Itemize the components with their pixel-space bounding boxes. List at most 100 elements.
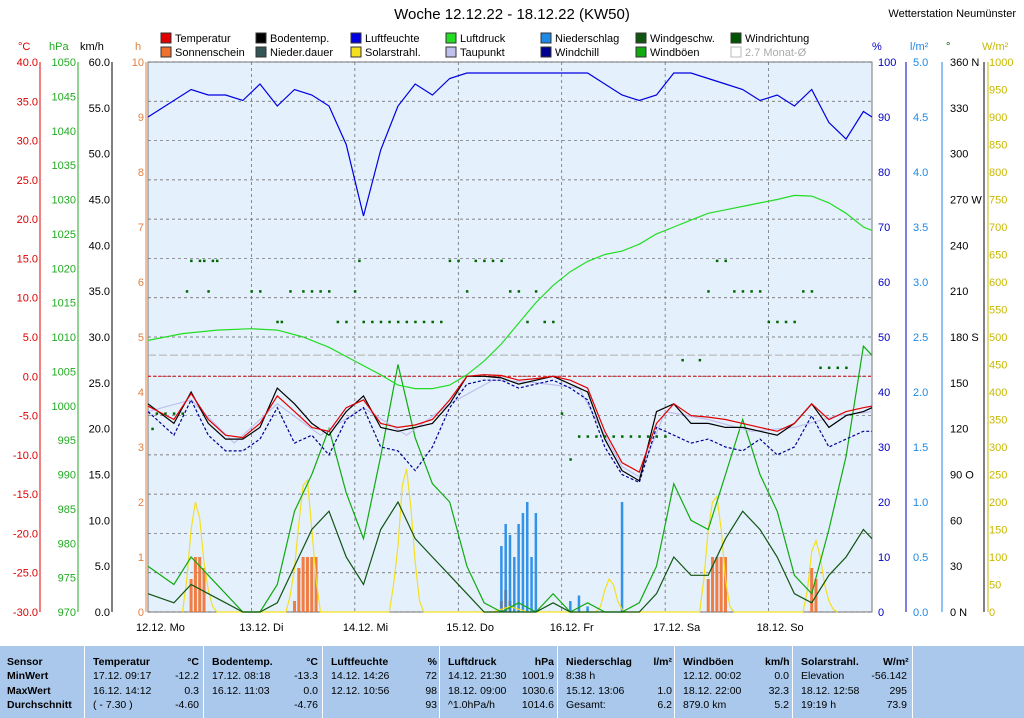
legend-swatch [445,46,457,58]
wind-direction-point [280,320,284,324]
wind-direction-point [474,259,478,263]
wind-direction-point [543,320,546,324]
wind-direction-point [289,290,292,293]
stats-block-unit: km/h [765,656,790,668]
wind-direction-point [431,320,434,324]
stats-value: 98 [425,685,437,697]
stats-time: 8:38 h [566,670,596,682]
bar-sonnenschein [310,557,314,612]
day-label: 17.12. Sa [653,622,701,634]
wind-direction-point [353,290,357,293]
tick-label-direction: 60 [950,515,962,527]
stats-time: 18.12. 22:00 [683,685,742,697]
wind-direction-point [422,320,426,324]
tick-label-pressure: 990 [58,470,76,482]
tick-label-humidity: 90 [878,112,890,124]
bar-sonnenschein [314,557,318,612]
stats-value: -13.3 [294,670,318,682]
bar-sonnenschein [810,568,814,612]
wind-direction-point [577,435,581,438]
stats-value: 295 [889,685,907,697]
tick-label-wind: 30.0 [89,332,110,344]
stats-row-label: Sensor [7,656,43,668]
station-name: Wetterstation Neumünster [888,8,1016,20]
tick-label-rain: 1.5 [913,442,928,454]
tick-label-solar: 400 [989,387,1007,399]
tick-label-direction: 270 W [950,195,982,207]
stats-time: 12.12. 10:56 [331,685,390,697]
stats-value: -4.76 [294,699,318,711]
stats-separator [912,646,913,718]
wind-direction-point [500,259,503,263]
stats-block-unit: °C [306,656,318,668]
bar-niederschlag [569,601,572,612]
wind-direction-point [827,366,831,370]
legend-label: Bodentemp. [270,33,329,45]
wind-direction-point [405,320,409,324]
tick-label-hours: 4 [138,387,144,399]
wind-direction-point [603,435,607,438]
tick-label-solar: 50 [989,580,1001,592]
stats-time: 16.12. 14:12 [93,685,152,697]
tick-label-temp: 10.0 [17,293,38,305]
bar-sonnenschein [193,557,197,612]
legend-swatch [160,32,172,44]
stats-time: ( - 7.30 ) [93,699,133,711]
legend-label: Luftdruck [460,33,506,45]
tick-label-pressure: 1000 [52,401,76,413]
wind-direction-point [345,320,348,324]
wind-direction-point [328,290,331,293]
day-label: 13.12. Di [239,622,283,634]
tick-label-solar: 1000 [989,57,1013,69]
tick-label-rain: 4.0 [913,167,928,179]
tick-label-pressure: 1040 [52,126,76,138]
wind-direction-point [465,290,469,293]
axis-unit-humidity: % [872,41,882,53]
wind-direction-point [414,320,417,324]
wind-direction-point [655,435,659,438]
tick-label-wind: 15.0 [89,470,110,482]
wind-direction-point [155,412,159,415]
tick-label-rain: 0.5 [913,552,928,564]
legend-label: Niederschlag [555,33,619,45]
series-line-temperatur [147,374,873,473]
stats-time: Elevation [801,670,845,682]
tick-label-rain: 4.5 [913,112,928,124]
series-line-bodentemp [147,375,873,482]
day-label: 18.12. So [757,622,804,634]
wind-direction-point [776,320,779,324]
tick-label-solar: 900 [989,112,1007,124]
stats-separator [84,646,85,718]
legend-swatch [540,32,552,44]
tick-label-rain: 3.0 [913,277,928,289]
wind-direction-point [379,320,383,324]
stats-value: 1014.6 [521,699,554,711]
legend-swatch [635,46,647,58]
wind-direction-point [750,290,753,293]
tick-label-rain: 1.0 [913,497,928,509]
wind-direction-point [681,358,684,362]
stats-time: Gesamt: [566,699,606,711]
legend-label: 2.7 Monat-Ø [745,47,807,59]
wind-direction-point [646,435,650,438]
wind-direction-point [724,259,727,263]
stats-time: 19:19 h [801,699,837,711]
tick-label-temp: 35.0 [17,96,38,108]
legend-swatch [350,46,362,58]
wind-direction-point [396,320,400,324]
wind-direction-point [319,290,322,293]
tick-label-direction: 0 N [950,607,967,619]
wind-direction-point [638,435,641,438]
tick-label-humidity: 40 [878,387,890,399]
tick-label-hours: 8 [138,167,144,179]
tick-label-direction: 210 [950,286,968,298]
wind-direction-point [819,366,822,370]
wind-direction-point [276,320,279,324]
tick-label-humidity: 10 [878,552,890,564]
bar-niederschlag [577,595,581,612]
tick-label-temp: 40.0 [17,57,38,69]
tick-label-pressure: 975 [58,573,76,585]
tick-label-pressure: 1005 [52,366,76,378]
legend-swatch [540,46,552,58]
tick-label-direction: 240 [950,240,968,252]
